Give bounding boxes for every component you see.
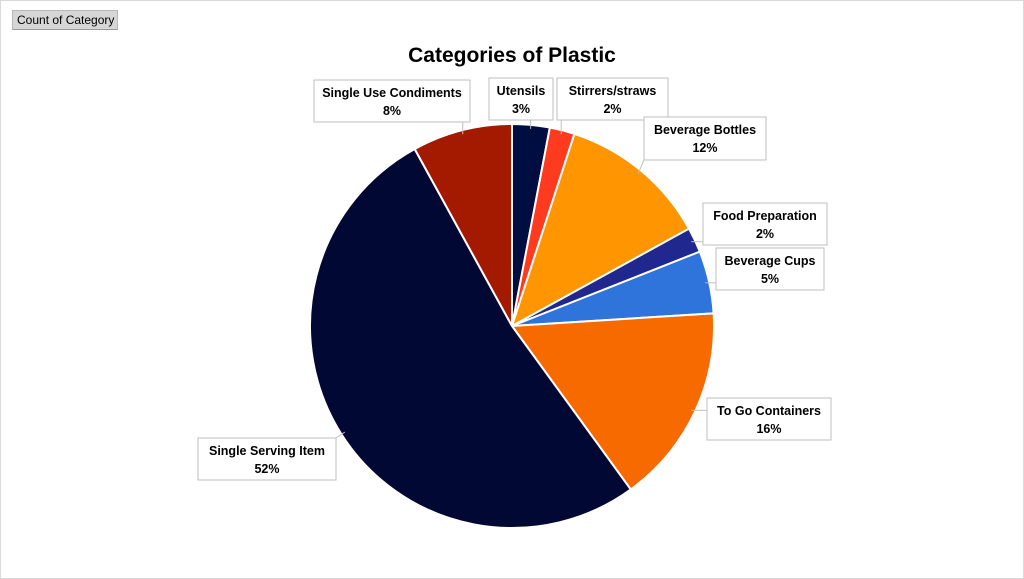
label-box bbox=[643, 116, 767, 161]
label-category: Single Use Condiments bbox=[322, 86, 462, 100]
label-percent: 16% bbox=[756, 422, 781, 436]
label-category: Beverage Cups bbox=[724, 254, 815, 268]
data-label-single-serving-item[interactable]: Single Serving Item 52% bbox=[197, 431, 346, 481]
label-category: To Go Containers bbox=[717, 404, 821, 418]
pivot-field-button[interactable]: Count of Category bbox=[12, 10, 118, 30]
label-category: Stirrers/straws bbox=[569, 84, 657, 98]
label-box bbox=[313, 79, 471, 123]
data-label-beverage-cups[interactable]: Beverage Cups 5% bbox=[705, 247, 825, 291]
label-percent: 12% bbox=[692, 141, 717, 155]
label-box bbox=[706, 397, 832, 441]
pie-slice-single-use-condiments[interactable] bbox=[413, 122, 513, 327]
label-box bbox=[556, 77, 669, 121]
label-box bbox=[702, 202, 828, 246]
label-percent: 2% bbox=[756, 227, 774, 241]
data-label-food-preparation[interactable]: Food Preparation 2% bbox=[691, 202, 828, 246]
data-label-beverage-bottles[interactable]: Beverage Bottles 12% bbox=[637, 116, 767, 174]
label-percent: 3% bbox=[512, 102, 530, 116]
leader-line bbox=[335, 431, 346, 439]
label-percent: 2% bbox=[603, 102, 621, 116]
data-label-stirrers-straws[interactable]: Stirrers/straws 2% bbox=[556, 77, 669, 135]
pie-slice-beverage-bottles[interactable] bbox=[510, 132, 691, 329]
label-percent: 8% bbox=[383, 104, 401, 118]
data-label-to-go-containers[interactable]: To Go Containers 16% bbox=[691, 397, 832, 441]
label-box bbox=[197, 437, 337, 481]
data-label-single-use-condiments[interactable]: Single Use Condiments 8% bbox=[313, 79, 471, 135]
label-category: Beverage Bottles bbox=[654, 123, 756, 137]
label-category: Single Serving Item bbox=[209, 444, 325, 458]
label-percent: 5% bbox=[761, 272, 779, 286]
data-label-utensils[interactable]: Utensils 3% bbox=[488, 77, 554, 129]
leader-line bbox=[637, 159, 645, 174]
label-percent: 52% bbox=[254, 462, 279, 476]
chart-title: Categories of Plastic bbox=[408, 44, 616, 67]
label-category: Utensils bbox=[497, 84, 546, 98]
label-category: Food Preparation bbox=[713, 209, 816, 223]
label-box bbox=[715, 247, 825, 291]
label-box bbox=[488, 77, 554, 121]
pie-slice-to-go-containers[interactable] bbox=[510, 312, 715, 491]
